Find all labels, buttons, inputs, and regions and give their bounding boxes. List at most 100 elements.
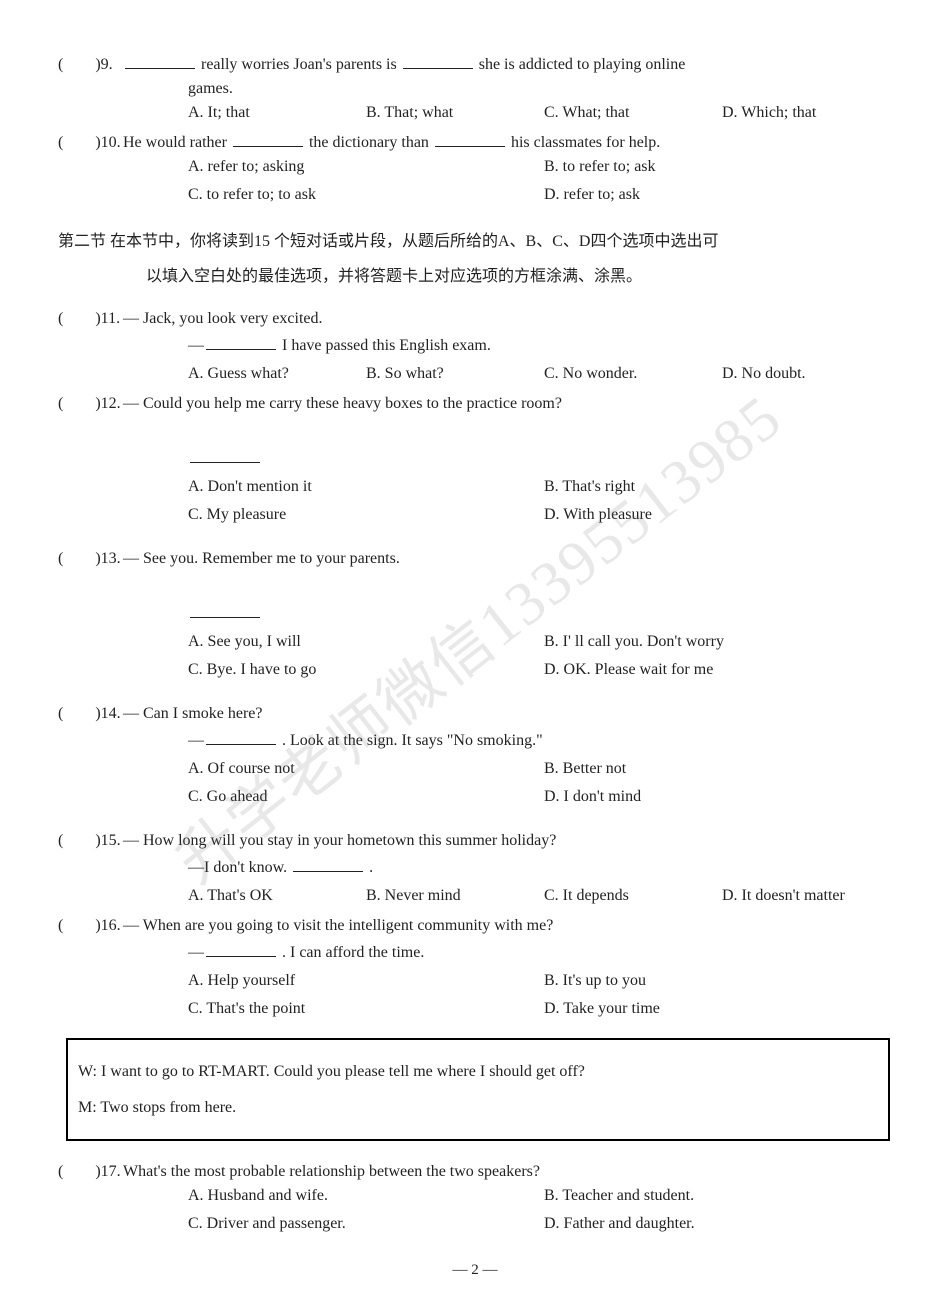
q13-optA: A. See you, I will <box>188 633 544 651</box>
q9-optD: D. Which; that <box>722 104 900 122</box>
q16-optA: A. Help yourself <box>188 972 544 990</box>
q14-optA: A. Of course not <box>188 760 544 778</box>
q11-reply: — I have passed this English exam. <box>50 334 900 355</box>
q11-optD: D. No doubt. <box>722 365 900 383</box>
dialogue-w: W: I want to go to RT-MART. Could you pl… <box>78 1054 878 1089</box>
question-12: ( )12. — Could you help me carry these h… <box>50 389 900 534</box>
q10-optC: C. to refer to; to ask <box>188 186 544 204</box>
blank <box>403 53 473 69</box>
q10-optA: A. refer to; asking <box>188 158 544 176</box>
q17-optB: B. Teacher and student. <box>544 1187 900 1205</box>
question-14: ( )14. — Can I smoke here? — . Look at t… <box>50 699 900 816</box>
q16-optC: C. That's the point <box>188 1000 544 1018</box>
q13-optB: B. I' ll call you. Don't worry <box>544 633 900 651</box>
blank <box>233 131 303 147</box>
blank <box>190 602 260 618</box>
q15-reply-post: . <box>369 859 373 876</box>
q11-stem: — Jack, you look very excited. <box>123 310 900 328</box>
q15-options: A. That's OK B. Never mind C. It depends… <box>50 887 900 905</box>
q14-reply: — . Look at the sign. It says "No smokin… <box>50 729 900 750</box>
blank <box>125 53 195 69</box>
q13-stem: — See you. Remember me to your parents. <box>123 550 900 568</box>
q15-optB: B. Never mind <box>366 887 544 905</box>
q9-optC: C. What; that <box>544 104 722 122</box>
q12-optA: A. Don't mention it <box>188 478 544 496</box>
q15-reply: —I don't know. . <box>50 856 900 877</box>
q14-stem: — Can I smoke here? <box>123 705 900 723</box>
q12-optC: C. My pleasure <box>188 506 544 524</box>
q11-reply-post: I have passed this English exam. <box>282 337 491 354</box>
blank <box>206 334 276 350</box>
q12-reply-blank <box>50 447 900 468</box>
q15-optA: A. That's OK <box>188 887 366 905</box>
q15-optD: D. It doesn't matter <box>722 887 900 905</box>
q16-optD: D. Take your time <box>544 1000 900 1018</box>
q12-optB: B. That's right <box>544 478 900 496</box>
question-13: ( )13. — See you. Remember me to your pa… <box>50 544 900 689</box>
section2-line1: 第二节 在本节中，你将读到15 个短对话或片段，从题后所给的A、B、C、D四个选… <box>58 224 900 259</box>
blank <box>435 131 505 147</box>
q16-stem: — When are you going to visit the intell… <box>123 917 900 935</box>
q17-optC: C. Driver and passenger. <box>188 1215 544 1233</box>
q17-optD: D. Father and daughter. <box>544 1215 900 1233</box>
q16-optB: B. It's up to you <box>544 972 900 990</box>
q10-options: A. refer to; asking B. to refer to; ask … <box>50 158 900 214</box>
q16-paren: ( )16. <box>58 911 123 935</box>
q12-stem: — Could you help me carry these heavy bo… <box>123 395 900 413</box>
q14-paren: ( )14. <box>58 699 123 723</box>
q16-options: A. Help yourself B. It's up to you C. Th… <box>50 972 900 1028</box>
q17-options: A. Husband and wife. B. Teacher and stud… <box>50 1187 900 1243</box>
q13-options: A. See you, I will B. I' ll call you. Do… <box>50 633 900 689</box>
q14-optB: B. Better not <box>544 760 900 778</box>
q9-continuation: games. <box>50 80 900 98</box>
section-2-header: 第二节 在本节中，你将读到15 个短对话或片段，从题后所给的A、B、C、D四个选… <box>50 224 900 294</box>
q16-reply-pre: — <box>188 944 204 961</box>
q9-stem: really worries Joan's parents is she is … <box>123 53 900 74</box>
blank <box>293 856 363 872</box>
section2-line2: 以填入空白处的最佳选项，并将答题卡上对应选项的方框涂满、涂黑。 <box>58 259 900 294</box>
q10-stem: He would rather the dictionary than his … <box>123 131 900 152</box>
question-10: ( )10. He would rather the dictionary th… <box>50 128 900 214</box>
q17-paren: ( )17. <box>58 1157 123 1181</box>
q9-stem-p1: really worries Joan's parents is <box>201 56 397 73</box>
page-number: — 2 — <box>0 1262 950 1279</box>
question-11: ( )11. — Jack, you look very excited. — … <box>50 304 900 383</box>
q10-stem-p3: his classmates for help. <box>511 134 660 151</box>
q11-optA: A. Guess what? <box>188 365 366 383</box>
q14-reply-post: . Look at the sign. It says "No smoking.… <box>282 732 543 749</box>
q16-reply: — . I can afford the time. <box>50 941 900 962</box>
blank <box>206 729 276 745</box>
q16-reply-post: . I can afford the time. <box>282 944 424 961</box>
q11-optC: C. No wonder. <box>544 365 722 383</box>
q10-paren: ( )10. <box>58 128 123 152</box>
q9-paren: ( )9. <box>58 50 123 74</box>
q11-paren: ( )11. <box>58 304 123 328</box>
q10-optD: D. refer to; ask <box>544 186 900 204</box>
q13-optD: D. OK. Please wait for me <box>544 661 900 679</box>
q14-optC: C. Go ahead <box>188 788 544 806</box>
q15-stem: — How long will you stay in your hometow… <box>123 832 900 850</box>
q11-optB: B. So what? <box>366 365 544 383</box>
q9-options: A. It; that B. That; what C. What; that … <box>50 104 900 122</box>
q15-reply-pre: —I don't know. <box>188 859 287 876</box>
q12-paren: ( )12. <box>58 389 123 413</box>
q10-stem-p1: He would rather <box>123 134 227 151</box>
q13-optC: C. Bye. I have to go <box>188 661 544 679</box>
question-16: ( )16. — When are you going to visit the… <box>50 911 900 1028</box>
q9-optA: A. It; that <box>188 104 366 122</box>
q12-optD: D. With pleasure <box>544 506 900 524</box>
q14-optD: D. I don't mind <box>544 788 900 806</box>
q14-options: A. Of course not B. Better not C. Go ahe… <box>50 760 900 816</box>
blank <box>206 941 276 957</box>
dialogue-box: W: I want to go to RT-MART. Could you pl… <box>66 1038 890 1140</box>
q10-optB: B. to refer to; ask <box>544 158 900 176</box>
q11-reply-pre: — <box>188 337 204 354</box>
q9-optB: B. That; what <box>366 104 544 122</box>
q17-stem: What's the most probable relationship be… <box>123 1163 900 1181</box>
q13-reply-blank <box>50 602 900 623</box>
q9-stem-p2: she is addicted to playing online <box>479 56 686 73</box>
q17-optA: A. Husband and wife. <box>188 1187 544 1205</box>
blank <box>190 447 260 463</box>
q12-options: A. Don't mention it B. That's right C. M… <box>50 478 900 534</box>
question-9: ( )9. really worries Joan's parents is s… <box>50 50 900 122</box>
